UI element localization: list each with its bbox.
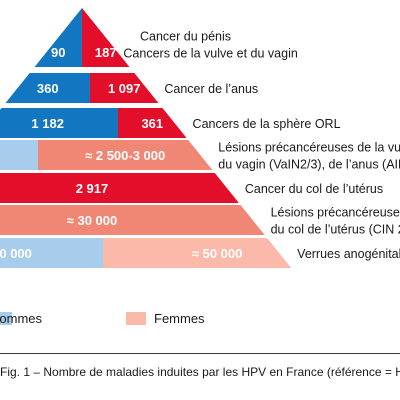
tier-4-men-block xyxy=(0,140,38,170)
tier-3-women-block xyxy=(118,108,187,138)
caption-text: Fig. 1 – Nombre de maladies induites par… xyxy=(0,365,400,379)
legend-men-label: Hommes xyxy=(0,311,43,326)
tier-3-men-block xyxy=(0,108,118,138)
pyramid-blocks xyxy=(0,8,292,268)
tier-7-men-block xyxy=(0,238,103,268)
tier-2-women-block xyxy=(90,73,159,103)
tier-7-women-block xyxy=(103,238,292,268)
tier-2-men-value: 360 xyxy=(37,81,59,96)
tier-3-label-line-1: Cancers de la sphère ORL xyxy=(193,117,341,131)
tier-7-women-value: ≈ 50 000 xyxy=(192,246,243,261)
tier-1-women-block xyxy=(82,33,130,67)
tier-7-men-value: 50 000 xyxy=(0,246,32,261)
tier-6-label-line-2: du col de l’utérus (CIN 2/3) xyxy=(271,223,400,237)
tier-4-label-line-1: Lésions précancéreuses de la vulve, xyxy=(218,141,400,155)
tier-1-label-line-2: Cancers de la vulve et du vagin xyxy=(123,47,297,61)
tier-1-women-value: 187 xyxy=(95,45,117,60)
legend-men-swatch xyxy=(0,312,12,325)
legend-women-swatch xyxy=(126,312,146,325)
tier-2-men-block xyxy=(5,73,91,103)
tier-1-label-line-1: Cancer du pénis xyxy=(140,30,231,44)
tier-5-block xyxy=(0,173,239,203)
legend: Hommes Femmes xyxy=(0,311,205,326)
tier-1-men-value: 90 xyxy=(51,45,65,60)
apex-men-segment xyxy=(61,8,82,33)
pyramid-labels: 90 187 Cancer du pénis Cancers de la vulve … xyxy=(0,30,400,262)
apex-women-segment xyxy=(82,8,103,33)
tier-2-label-line-1: Cancer de l’anus xyxy=(164,82,258,96)
tier-2-women-value: 1 097 xyxy=(108,81,141,96)
tier-4-label-line-2: du vagin (VaIN2/3), de l’anus (AIN) xyxy=(218,158,400,172)
tier-4-women-block xyxy=(38,140,213,170)
tier-3-women-value: 361 xyxy=(141,116,163,131)
legend-women-label: Femmes xyxy=(154,311,205,326)
tier-6-value: ≈ 30 000 xyxy=(67,213,118,228)
tier-3-men-value: 1 182 xyxy=(31,116,64,131)
tier-5-label-line-1: Cancer du col de l’utérus xyxy=(245,182,383,196)
tier-5-value: 2 917 xyxy=(76,181,109,196)
tier-7-label-line-1: Verrues anogénitales xyxy=(297,247,400,261)
tier-4-women-value: ≈ 2 500-3 000 xyxy=(85,148,165,163)
figure-caption: Fig. 1 – Nombre de maladies induites par… xyxy=(0,353,400,398)
tier-6-block xyxy=(0,205,265,235)
tier-1-men-block xyxy=(34,33,82,67)
tier-6-label-line-1: Lésions précancéreuses xyxy=(271,206,400,220)
